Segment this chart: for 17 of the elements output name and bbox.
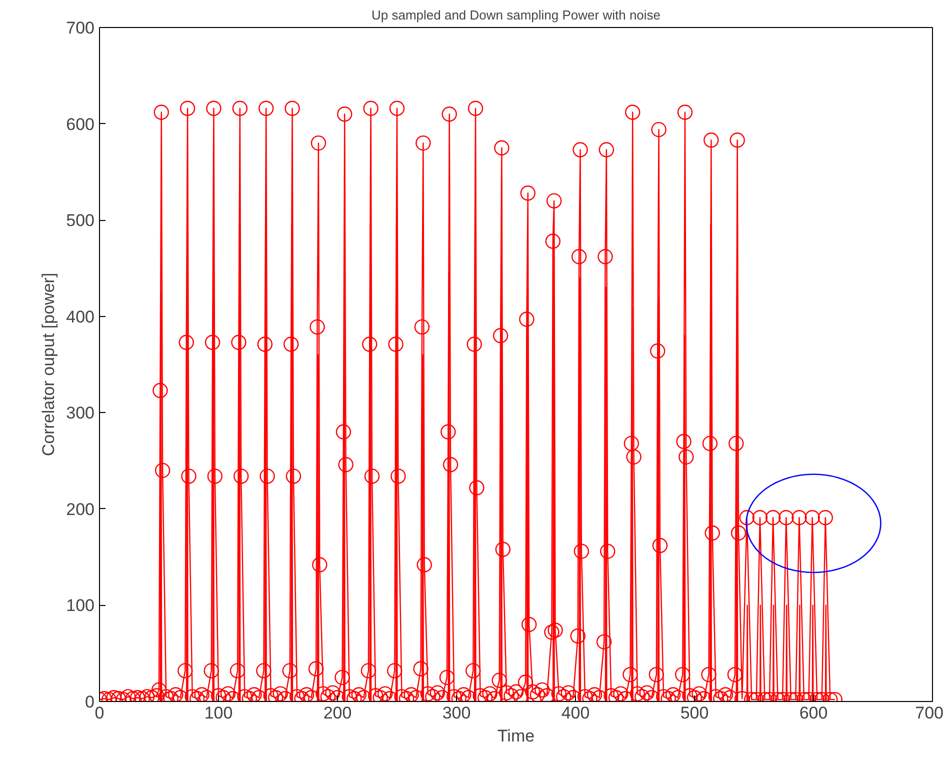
y-tick-label: 200 [66,500,95,519]
x-tick-label: 600 [799,704,828,722]
x-tick-label: 200 [323,704,352,722]
x-tick-label: 400 [561,704,590,722]
x-tick-label: 700 [915,704,943,722]
y-tick-label: 500 [66,211,95,230]
y-tick-label: 300 [66,404,95,423]
x-tick-label: 500 [680,704,709,722]
x-tick-label: 300 [442,704,471,722]
y-tick-label: 700 [66,18,95,38]
y-tick-label: 100 [66,596,95,616]
chart-title: Up sampled and Down sampling Power with noise [371,8,661,22]
x-axis-title: Time [497,726,535,746]
x-tick-label: 100 [204,704,233,722]
y-axis-title: Correlator ouput [power] [39,272,58,456]
y-tick-label: 600 [66,114,95,134]
y-tick-label: 400 [66,307,95,326]
